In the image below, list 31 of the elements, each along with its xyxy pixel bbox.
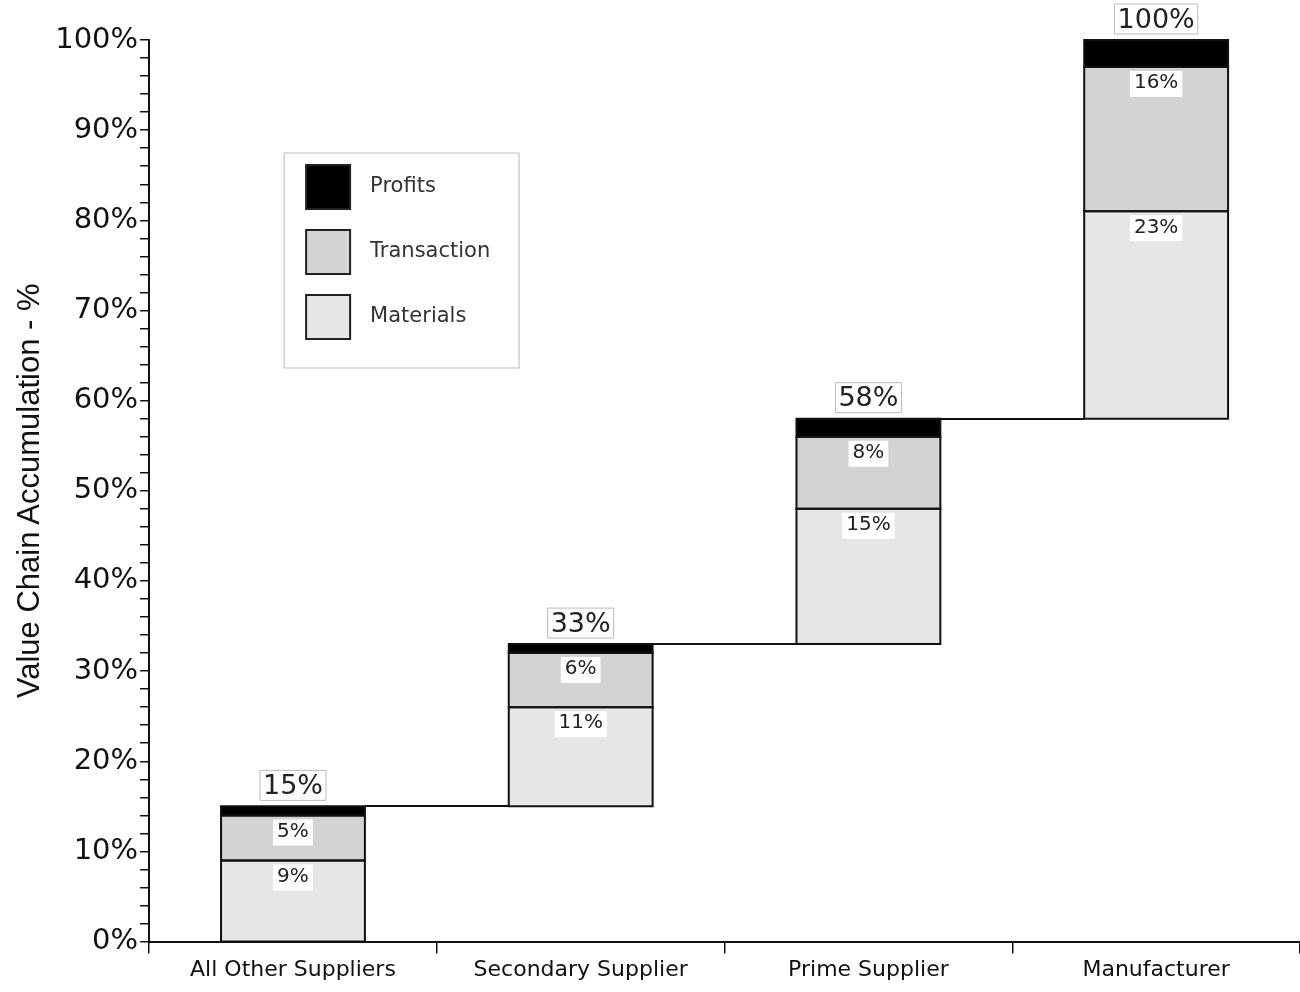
y-axis-title: Value Chain Accumulation - % xyxy=(11,283,47,699)
data-label: 6% xyxy=(564,655,597,680)
legend-label: Transaction xyxy=(369,238,491,263)
data-label: 11% xyxy=(558,709,603,734)
y-tick-label: 80% xyxy=(73,200,139,235)
annotation: 33% xyxy=(550,606,611,638)
annotation: 100% xyxy=(1117,2,1195,34)
data-label: 5% xyxy=(277,817,309,842)
y-tick-label: 60% xyxy=(73,381,139,416)
x-tick-label: All Other Suppliers xyxy=(190,955,396,981)
x-tick-label: Manufacturer xyxy=(1082,955,1231,981)
y-tick-label: 10% xyxy=(73,831,139,866)
y-tick-label: 40% xyxy=(73,561,139,596)
legend-label: Materials xyxy=(370,303,467,328)
y-tick-label: 30% xyxy=(73,651,139,686)
data-label: 16% xyxy=(1133,69,1179,94)
annotation: 58% xyxy=(838,381,899,413)
y-tick-label: 50% xyxy=(73,471,139,506)
data-label: 8% xyxy=(852,438,885,463)
y-tick-label: 100% xyxy=(55,20,139,55)
data-label: 15% xyxy=(846,511,891,536)
data-label: 9% xyxy=(277,862,309,887)
y-tick-label: 70% xyxy=(73,291,139,326)
annotation: 15% xyxy=(262,768,323,800)
data-label: 23% xyxy=(1133,213,1179,238)
y-tick-label: 0% xyxy=(92,922,139,957)
y-tick-label: 20% xyxy=(73,741,139,776)
y-tick-label: 90% xyxy=(73,110,139,145)
x-tick-label: Prime Supplier xyxy=(788,955,950,981)
legend-label: Profits xyxy=(370,173,436,198)
x-tick-label: Secondary Supplier xyxy=(473,955,689,981)
